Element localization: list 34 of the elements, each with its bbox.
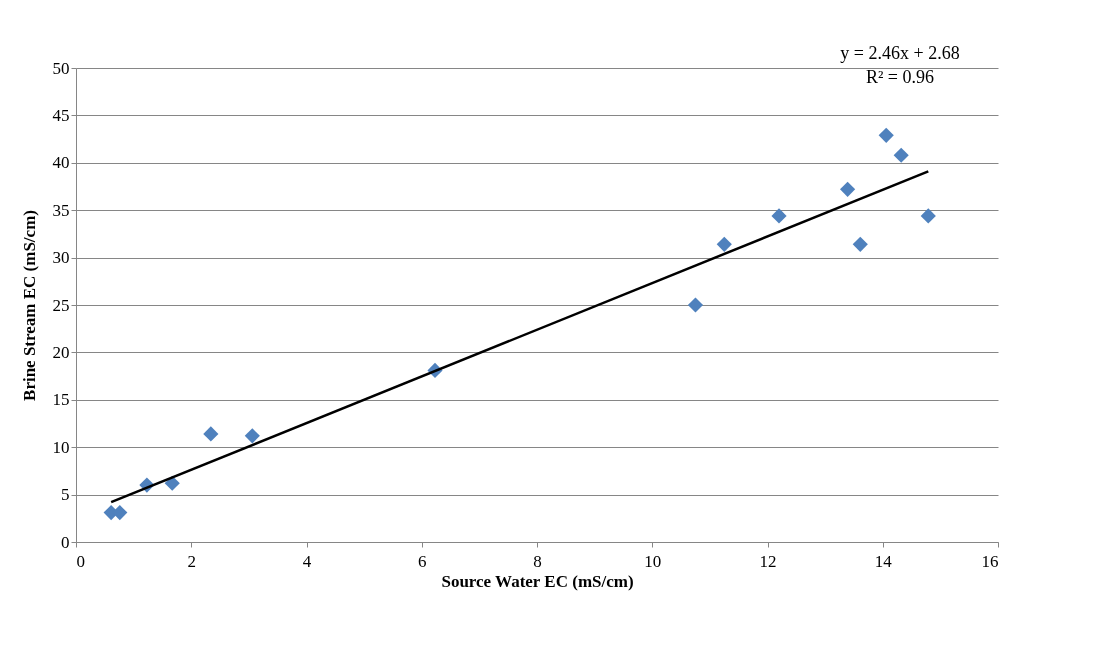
x-tick-label: 0 <box>76 551 85 571</box>
x-tick-label: 10 <box>644 551 662 571</box>
point <box>771 208 787 224</box>
y-tick-label: 20 <box>52 342 70 362</box>
y-tick-label: 5 <box>61 485 70 505</box>
y-axis-title: Brine Stream EC (mS/cm) <box>19 210 39 401</box>
y-tick-label: 15 <box>52 390 70 410</box>
x-tick-label: 2 <box>187 551 196 571</box>
point <box>893 147 909 163</box>
y-tick-label: 50 <box>52 58 70 78</box>
point <box>716 236 732 252</box>
x-tick-label: 4 <box>302 551 312 571</box>
x-tick-label: 14 <box>874 551 893 571</box>
point <box>840 181 856 197</box>
point <box>920 208 936 224</box>
x-tick-label: 16 <box>981 551 999 571</box>
x-tick-label: 8 <box>533 551 542 571</box>
point <box>687 297 704 313</box>
x-tick-label: 12 <box>759 551 777 571</box>
y-tick-label: 10 <box>52 437 70 457</box>
text: y = 2.46x + 2.68 <box>840 43 960 63</box>
point <box>244 428 260 444</box>
annotation: R² = 0.96 <box>865 67 935 87</box>
y-tick-label: 40 <box>52 153 70 173</box>
point <box>203 426 219 442</box>
point <box>852 236 868 252</box>
point <box>878 127 894 143</box>
y-tick-label: 0 <box>61 532 70 552</box>
y-tick-label: 30 <box>52 248 70 268</box>
x-axis-title: Source Water EC (mS/cm) <box>441 571 634 591</box>
y-tick-label: 45 <box>52 105 70 125</box>
y-tick-label: 35 <box>52 200 70 220</box>
x-tick-label: 6 <box>418 551 427 571</box>
y-tick-label: 25 <box>52 295 70 315</box>
